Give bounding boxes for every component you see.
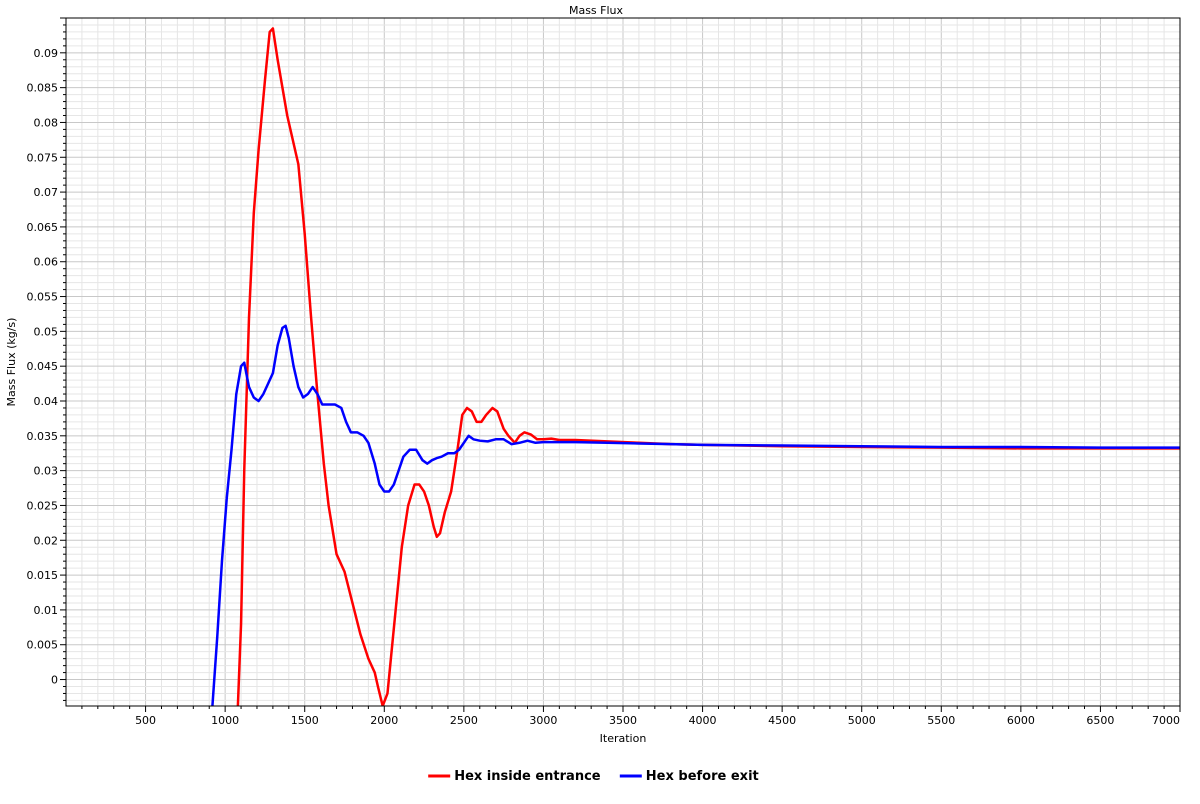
x-tick-label: 3500 [609,714,637,727]
y-tick-label: 0.015 [27,569,59,582]
y-tick-label: 0.03 [34,465,59,478]
x-axis: 500 1000 1500 2000 2500 3000 3500 4000 4500 5000 5… [81,706,1181,727]
x-tick-label: 4000 [689,714,717,727]
y-tick-label: 0.025 [27,499,59,512]
y-tick-label: 0.05 [34,325,59,338]
y-tick-label: 0.075 [27,151,59,164]
y-tick-label: 0.085 [27,82,59,95]
x-tick-label: 1000 [211,714,239,727]
y-tick-label: 0.07 [34,186,59,199]
x-tick-label: 6500 [1086,714,1114,727]
chart-title: Mass Flux [569,4,624,17]
y-tick-label: 0.04 [34,395,59,408]
y-tick-label: 0.01 [34,604,59,617]
y-tick-label: 0.055 [27,291,59,304]
x-tick-label: 6000 [1007,714,1035,727]
series-layer [211,27,1180,706]
y-tick-label: 0.02 [34,534,59,547]
x-tick-label: 7000 [1152,714,1180,727]
x-tick-label: 2500 [450,714,478,727]
grid [66,17,1180,706]
x-tick-label: 3000 [529,714,557,727]
legend-label: Hex inside entrance [454,769,601,784]
x-tick-label: 5500 [927,714,955,727]
y-axis: 0 0.005 0.01 0.015 0.02 0.025 0.03 0.035 0.04 0.0… [27,17,66,701]
y-tick-label: 0.08 [34,116,59,129]
x-axis-label: Iteration [600,732,647,745]
y-tick-label: 0 [51,674,58,687]
y-tick-label: 0.005 [27,639,59,652]
x-tick-label: 4500 [768,714,796,727]
y-tick-label: 0.045 [27,360,59,373]
y-axis-label: Mass Flux (kg/s) [5,318,18,407]
legend: Hex inside entrance Hex before exit [428,769,759,784]
series-line-1 [236,27,1180,706]
y-tick-label: 0.065 [27,221,59,234]
x-tick-label: 1500 [291,714,319,727]
x-tick-label: 5000 [848,714,876,727]
y-tick-label: 0.06 [34,256,59,269]
y-tick-label: 0.035 [27,430,59,443]
legend-label: Hex before exit [646,769,759,784]
y-tick-label: 0.09 [34,47,59,60]
series-line-2 [211,324,1180,706]
x-tick-label: 2000 [370,714,398,727]
x-tick-label: 500 [135,714,156,727]
